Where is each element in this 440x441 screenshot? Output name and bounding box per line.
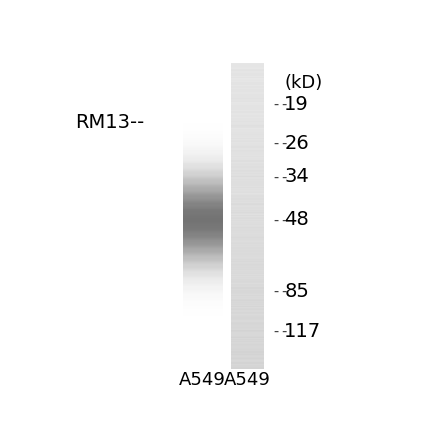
Text: 117: 117 [284, 322, 321, 341]
Text: 85: 85 [284, 282, 309, 301]
Text: --: -- [271, 169, 290, 184]
Text: --: -- [271, 97, 290, 112]
Text: 19: 19 [284, 95, 309, 114]
Text: 48: 48 [284, 210, 309, 229]
Text: --: -- [271, 324, 290, 339]
Text: A549: A549 [179, 370, 226, 389]
Text: --: -- [271, 136, 290, 151]
Text: 26: 26 [284, 134, 309, 153]
Text: (kD): (kD) [284, 74, 323, 92]
Text: --: -- [271, 284, 290, 299]
Text: 34: 34 [284, 167, 309, 187]
Text: A549: A549 [224, 370, 270, 389]
Text: --: -- [271, 213, 290, 228]
Text: RM13--: RM13-- [76, 113, 145, 132]
